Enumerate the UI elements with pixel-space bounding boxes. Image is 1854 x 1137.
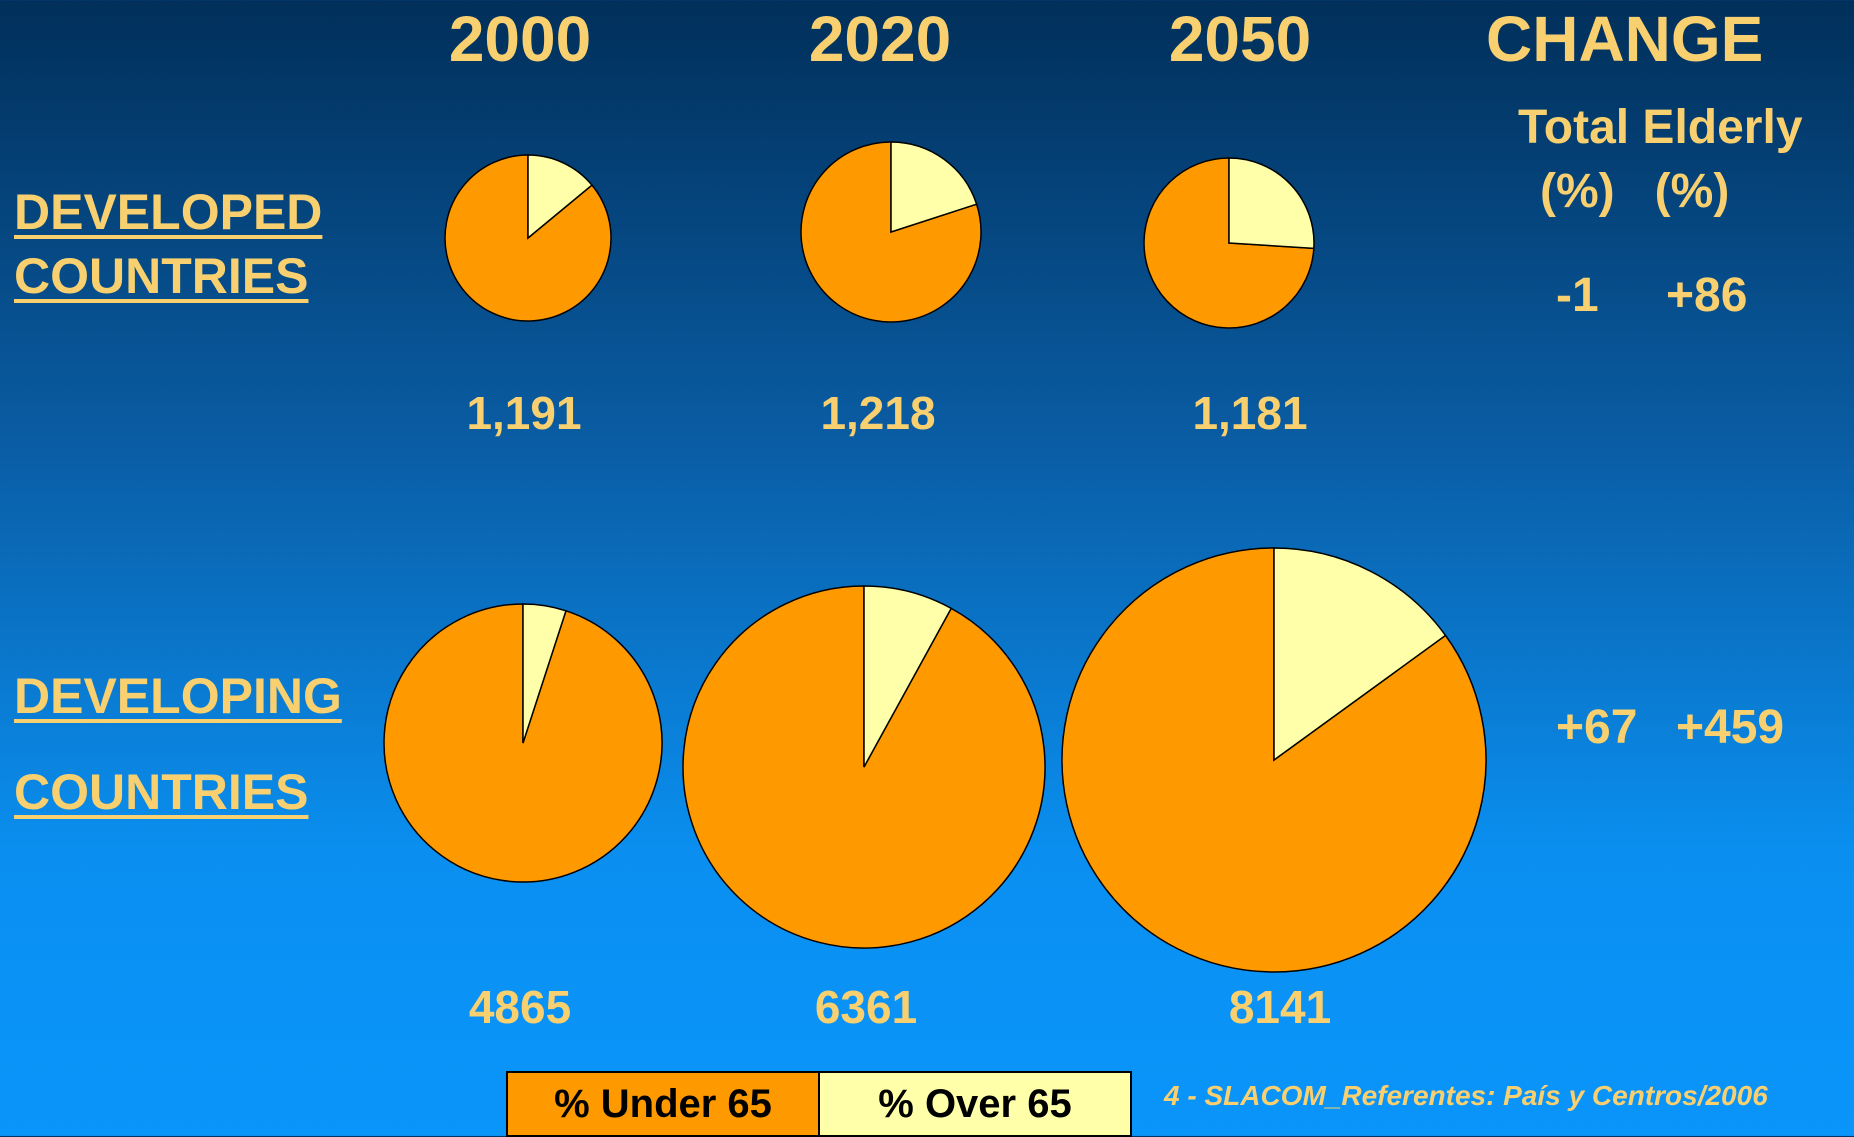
change-total-developed: -1 [1556,269,1599,322]
pie-slice-over65-developed-2000 [527,154,594,240]
total-developed-2020: 1,218 [820,387,936,439]
pie-slice-over65-developing-2000 [522,603,567,744]
legend-under-65: % Under 65 [508,1073,818,1135]
footer-credit: 4 - SLACOM_Referentes: País y Centros/20… [1164,1080,1768,1111]
row-label-developed: DEVELOPED COUNTRIES [14,180,322,308]
total-developed-2000: 1,191 [466,387,582,439]
change-elderly-developing: +459 [1676,701,1785,754]
pie-slice-under65-developing-2050 [1061,547,1487,973]
row-label-developed-line1: DEVELOPED [14,184,323,240]
year-header-2000: 2000 [448,3,592,75]
total-developed-2050: 1,181 [1192,387,1308,439]
pie-slice-over65-developing-2050 [1273,547,1447,762]
row-label-developed-line2: COUNTRIES [14,248,309,304]
pie-slice-over65-developing-2020 [863,585,953,768]
row-label-developing: DEVELOPING COUNTRIES [14,648,342,840]
change-subheader-labels: Total Elderly [1518,101,1803,154]
total-developing-2050: 8141 [1228,981,1332,1033]
pie-charts [383,141,1487,973]
change-total-developing: +67 [1556,701,1638,754]
total-developing-2000: 4865 [468,981,572,1033]
pie-slice-over65-developed-2020 [890,141,978,234]
total-developing-2020: 6361 [814,981,918,1033]
year-header-2020: 2020 [808,3,952,75]
row-label-developing-line2: COUNTRIES [14,764,309,820]
change-header: CHANGE [1486,3,1764,75]
legend: % Under 65 % Over 65 [506,1071,1132,1137]
pie-slice-over65-developed-2050 [1228,157,1315,250]
change-elderly-developed: +86 [1666,269,1748,322]
year-header-2050: 2050 [1168,3,1312,75]
change-subheader-units: (%) (%) [1540,165,1730,218]
row-label-developing-line1: DEVELOPING [14,668,342,724]
legend-over-65: % Over 65 [818,1073,1130,1135]
